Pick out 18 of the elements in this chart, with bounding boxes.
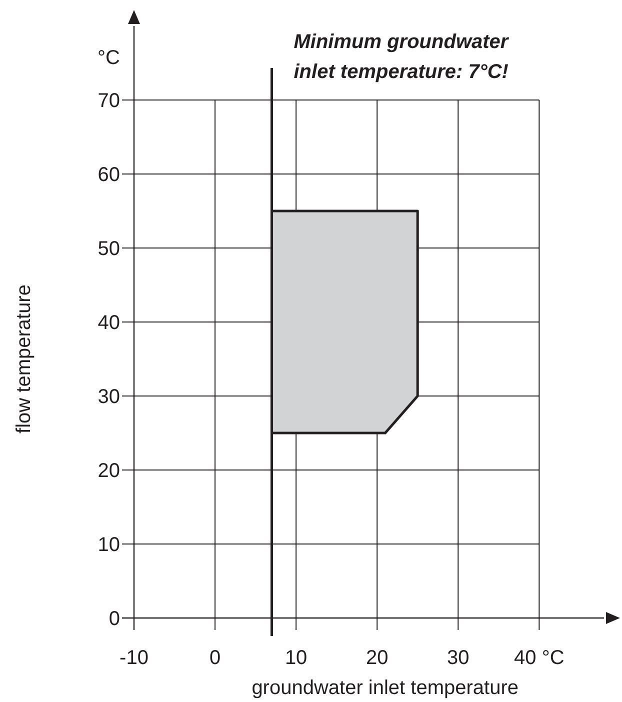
x-tick-label: 10 [284, 647, 308, 669]
ref-line-label: Minimum groundwater inlet temperature: 7°C! [294, 31, 510, 83]
y-tick-label: 40 [98, 312, 120, 334]
x-tick-label: 30 [447, 647, 470, 669]
x-tick-label: 20 [366, 647, 388, 669]
y-axis-title: flow temperature [13, 284, 35, 434]
x-tick-label: 40 °C [514, 647, 564, 669]
x-tick-label: 0 [209, 647, 221, 669]
text: °C [98, 47, 120, 69]
y-tick-label: 70 [98, 90, 120, 112]
y-tick-label: 60 [98, 164, 120, 186]
y-tick-label: 20 [98, 460, 120, 482]
y-tick-label: 10 [98, 534, 120, 556]
y-tick-label: 30 [98, 386, 120, 408]
y-tick-label: 0 [108, 608, 120, 630]
x-axis-title: groundwater inlet temperature [252, 677, 519, 699]
x-tick-label: -10 [120, 647, 148, 669]
y-tick-label: 50 [98, 238, 120, 260]
